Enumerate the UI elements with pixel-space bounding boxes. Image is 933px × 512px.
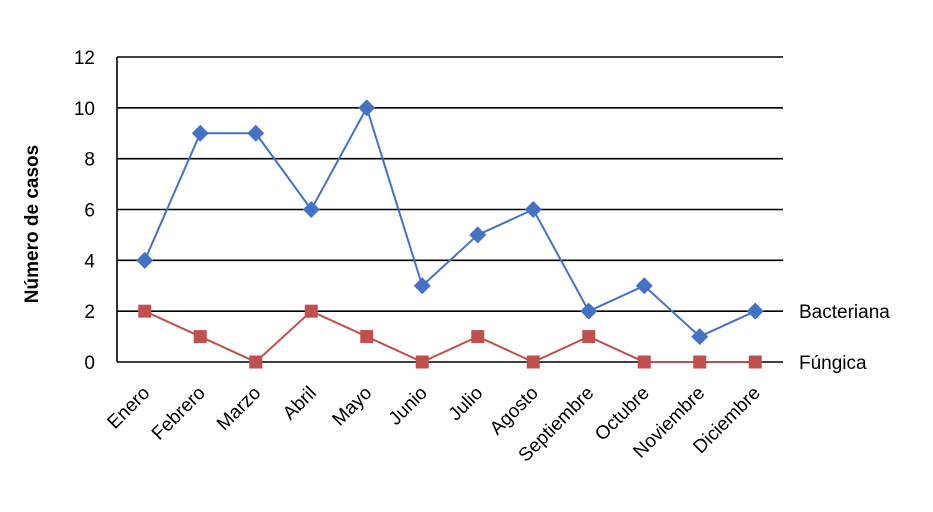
data-point <box>637 355 651 369</box>
series-0 <box>136 99 764 346</box>
data-point <box>193 330 207 344</box>
x-tick-label: Febrero <box>148 383 210 445</box>
gridlines <box>117 56 783 363</box>
series-label: Fúngica <box>799 353 867 374</box>
data-point <box>415 355 429 369</box>
data-point <box>191 124 209 142</box>
data-point <box>691 328 709 346</box>
data-point <box>635 277 653 295</box>
x-tick-label: Abril <box>279 383 321 425</box>
y-tick-labels: 0 2 4 6 8 10 12 <box>74 48 96 374</box>
data-point <box>526 355 540 369</box>
y-tick-label: 4 <box>84 251 95 272</box>
y-tick-label: 10 <box>74 99 95 120</box>
x-tick-label: Junio <box>385 383 432 430</box>
series-1 <box>138 304 762 369</box>
data-point <box>304 304 318 318</box>
x-tick-label: Julio <box>445 383 487 425</box>
y-tick-label: 6 <box>84 201 95 222</box>
data-point <box>413 277 431 295</box>
y-tick-label: 8 <box>84 150 95 171</box>
data-point <box>582 330 596 344</box>
y-axis-label: Número de casos <box>22 145 43 303</box>
y-tick-label: 12 <box>74 48 95 69</box>
data-point <box>580 302 598 320</box>
data-point <box>136 251 154 269</box>
series-labels: Bacteriana Fúngica <box>799 302 890 374</box>
x-tick-label: Marzo <box>213 383 265 435</box>
data-point <box>693 355 707 369</box>
series-line <box>144 309 756 364</box>
data-point <box>360 330 374 344</box>
y-tick-label: 0 <box>84 353 95 374</box>
data-point <box>471 330 485 344</box>
series-line <box>143 105 756 338</box>
series-group <box>136 99 764 369</box>
data-point <box>746 302 764 320</box>
data-point <box>358 99 376 117</box>
y-tick-label: 2 <box>84 302 95 323</box>
series-label: Bacteriana <box>799 302 890 323</box>
data-point <box>247 124 265 142</box>
data-point <box>469 226 487 244</box>
data-point <box>138 304 152 318</box>
x-tick-label: Mayo <box>329 383 377 431</box>
x-tick-label: Enero <box>104 383 155 434</box>
data-point <box>302 201 320 218</box>
data-point <box>249 355 263 369</box>
data-point <box>524 201 542 218</box>
data-point <box>748 355 762 369</box>
